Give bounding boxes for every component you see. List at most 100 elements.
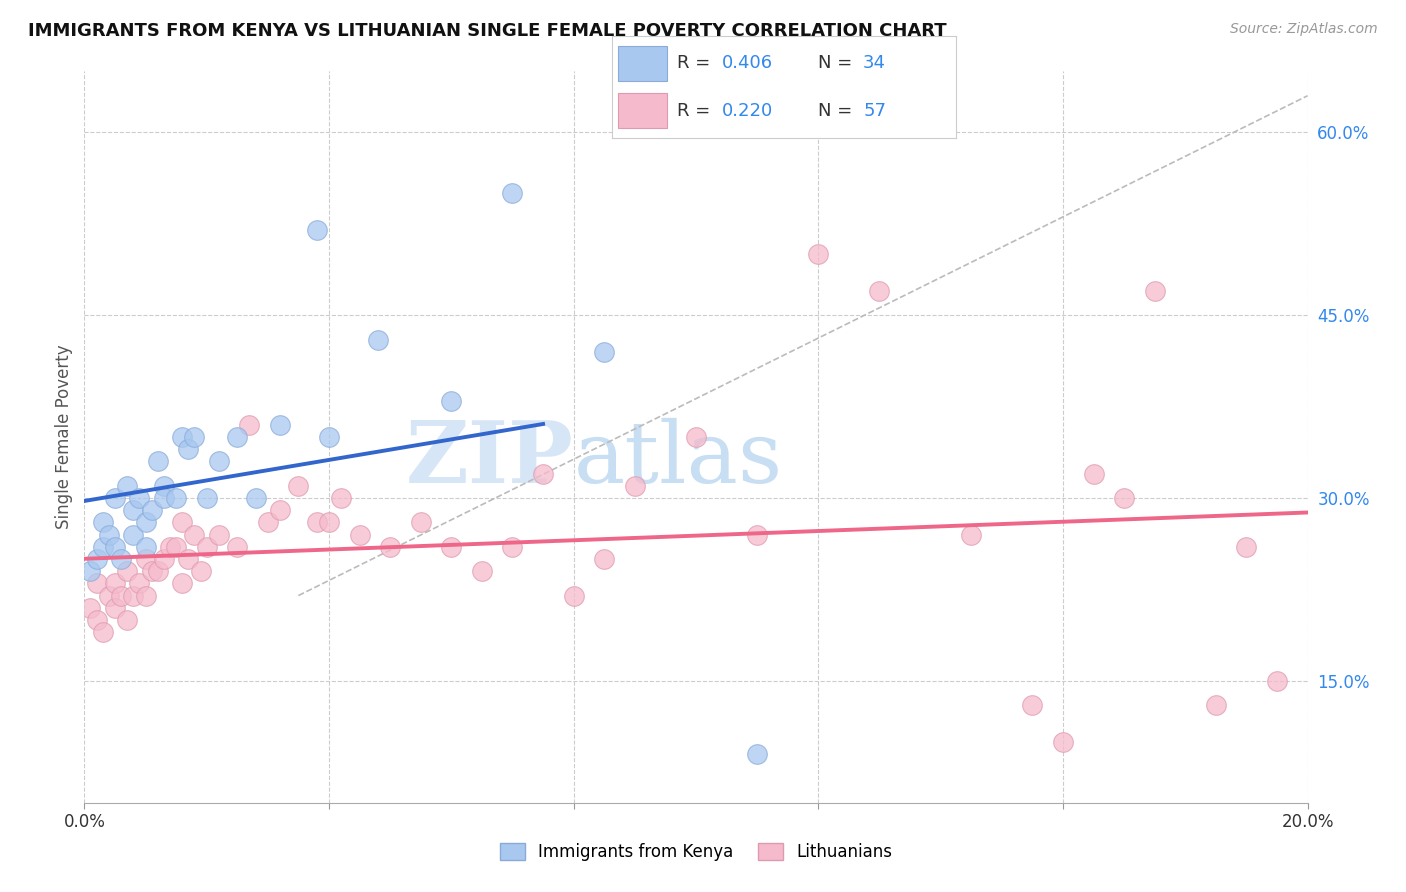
Point [502,540,524,554]
Point [1021,698,1043,713]
Point [128,576,150,591]
Point [122,527,145,541]
Text: IMMIGRANTS FROM KENYA VS LITHUANIAN SINGLE FEMALE POVERTY CORRELATION CHART: IMMIGRANTS FROM KENYA VS LITHUANIAN SING… [28,22,946,40]
Point [104,600,127,615]
Point [135,552,157,566]
Point [305,516,328,530]
Text: 57: 57 [863,102,886,120]
Point [226,540,249,554]
Point [183,527,205,541]
Point [110,552,132,566]
Point [531,467,554,481]
Text: Source: ZipAtlas.com: Source: ZipAtlas.com [1230,22,1378,37]
Point [409,516,432,530]
Point [226,430,249,444]
Point [318,516,340,530]
Point [86,576,108,591]
Point [747,527,769,541]
Point [153,491,176,505]
Point [238,417,260,432]
Point [91,625,114,640]
Point [380,540,402,554]
Point [141,503,163,517]
Point [91,540,114,554]
Point [869,284,891,298]
Point [128,491,150,505]
Point [269,503,291,517]
Point [349,527,371,541]
Point [367,333,389,347]
Point [97,589,120,603]
Point [110,589,132,603]
Point [122,503,145,517]
Point [1265,673,1288,688]
Point [141,564,163,578]
Point [287,479,309,493]
Point [97,527,120,541]
Text: N =: N = [818,54,858,72]
Text: N =: N = [818,102,858,120]
Point [165,540,187,554]
Text: 0.406: 0.406 [721,54,773,72]
Point [177,552,200,566]
Point [86,552,108,566]
Point [807,247,830,261]
Point [208,527,231,541]
Point [135,516,157,530]
Point [146,454,169,468]
Text: R =: R = [678,102,716,120]
Text: 0.220: 0.220 [721,102,773,120]
Point [245,491,267,505]
Point [177,442,200,457]
Point [562,589,585,603]
Point [318,430,340,444]
Point [190,564,212,578]
Point [104,540,127,554]
Point [172,576,194,591]
Point [146,564,169,578]
Point [593,552,616,566]
FancyBboxPatch shape [619,93,666,128]
Point [208,454,231,468]
Point [305,223,328,237]
Point [1083,467,1105,481]
Legend: Immigrants from Kenya, Lithuanians: Immigrants from Kenya, Lithuanians [494,836,898,868]
Point [624,479,647,493]
Point [257,516,280,530]
Text: ZIP: ZIP [406,417,574,501]
Point [104,576,127,591]
Point [593,344,616,359]
Point [172,516,194,530]
Point [153,552,176,566]
Point [135,589,157,603]
Point [79,564,101,578]
Point [79,600,101,615]
Point [153,479,176,493]
Point [440,540,463,554]
Point [685,430,707,444]
Text: R =: R = [678,54,716,72]
FancyBboxPatch shape [619,46,666,81]
Point [104,491,127,505]
Point [502,186,524,201]
Point [747,747,769,761]
Y-axis label: Single Female Poverty: Single Female Poverty [55,345,73,529]
Point [1052,735,1074,749]
Point [183,430,205,444]
Point [1205,698,1227,713]
Point [1236,540,1258,554]
Point [172,430,194,444]
Point [269,417,291,432]
Point [195,491,218,505]
Point [115,613,138,627]
Point [165,491,187,505]
Point [1143,284,1166,298]
Point [122,589,145,603]
Point [471,564,494,578]
Point [440,393,463,408]
Point [195,540,218,554]
Point [115,564,138,578]
Point [91,516,114,530]
Text: 34: 34 [863,54,886,72]
Point [135,540,157,554]
